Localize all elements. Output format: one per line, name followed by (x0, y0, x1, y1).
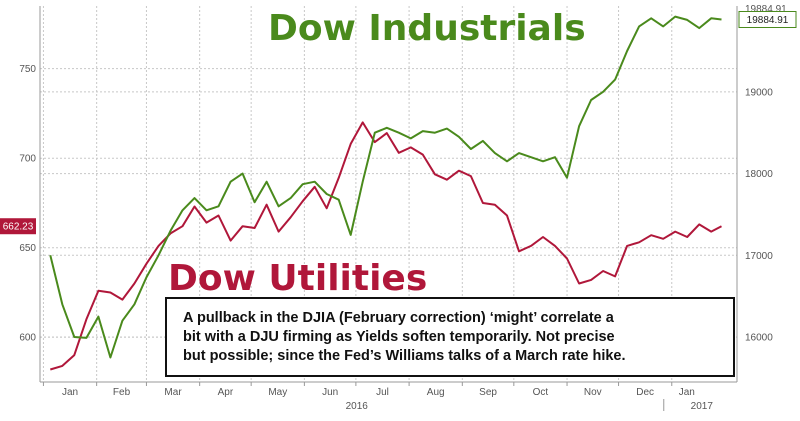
x-tick-label: Feb (113, 387, 131, 398)
value-badges: 662.23 19884.91 (0, 10, 797, 235)
x-tick-label: Sep (479, 387, 497, 398)
x-tick-label: Jun (322, 387, 338, 398)
x-tick-label: Oct (533, 387, 549, 398)
right-tick-label: 18000 (745, 169, 773, 180)
left-tick-label: 650 (19, 243, 36, 254)
utilities-badge-label: 662.23 (3, 222, 34, 233)
x-tick-label: Jul (376, 387, 389, 398)
x-year-label: 2016 (346, 401, 369, 412)
series-lines (49, 15, 722, 371)
left-tick-label: 750 (19, 64, 36, 75)
x-axis: Jan Feb Mar Apr May Jun Jul Aug Sep Oct Nov Dec Jan 2… (40, 381, 737, 412)
x-tick-label: Dec (636, 387, 654, 398)
x-tick-label: Jan (62, 387, 78, 398)
x-tick-label: Apr (218, 387, 234, 398)
right-tick-label: 19000 (745, 87, 773, 98)
utilities-last-value-badge: 662.23 (0, 218, 36, 235)
series-line-dow-utilities (50, 121, 722, 371)
left-tick-label: 600 (19, 333, 36, 344)
annotation-line: A pullback in the DJIA (February correct… (183, 310, 614, 326)
annotation-line: but possible; since the Fed’s Williams t… (183, 348, 626, 364)
industrials-badge-background (738, 10, 797, 28)
industrials-last-value-badge: 19884.91 (738, 10, 797, 28)
annotation-line: bit with a DJU firming as Yields soften … (183, 329, 615, 345)
right-y-axis: 16000 17000 18000 19000 19884.91 (736, 4, 787, 382)
x-year-label: 2017 (691, 401, 714, 412)
series-line-dow-industrials (49, 15, 722, 359)
x-tick-label: May (268, 387, 287, 398)
industrials-badge-label: 19884.91 (747, 15, 789, 26)
chart-title: Dow Industrials (268, 8, 586, 49)
right-tick-label: 16000 (745, 333, 773, 344)
right-tick-label: 17000 (745, 251, 773, 262)
left-tick-label: 700 (19, 154, 36, 165)
left-y-axis: 600 650 700 750 (19, 6, 41, 382)
x-tick-label: Mar (164, 387, 182, 398)
chart-subtitle: Dow Utilities (168, 258, 427, 299)
x-tick-label: Aug (427, 387, 445, 398)
right-tick-label: 19884.91 (745, 4, 787, 15)
annotation-box: A pullback in the DJIA (February correct… (165, 297, 735, 377)
x-tick-label: Jan (679, 387, 695, 398)
x-tick-label: Nov (584, 387, 602, 398)
utilities-badge-background (0, 218, 36, 235)
